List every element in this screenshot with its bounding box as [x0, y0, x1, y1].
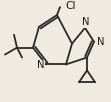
Text: N: N	[97, 37, 104, 47]
Text: N: N	[82, 17, 90, 27]
Text: N: N	[37, 60, 44, 70]
Text: Cl: Cl	[65, 1, 75, 11]
